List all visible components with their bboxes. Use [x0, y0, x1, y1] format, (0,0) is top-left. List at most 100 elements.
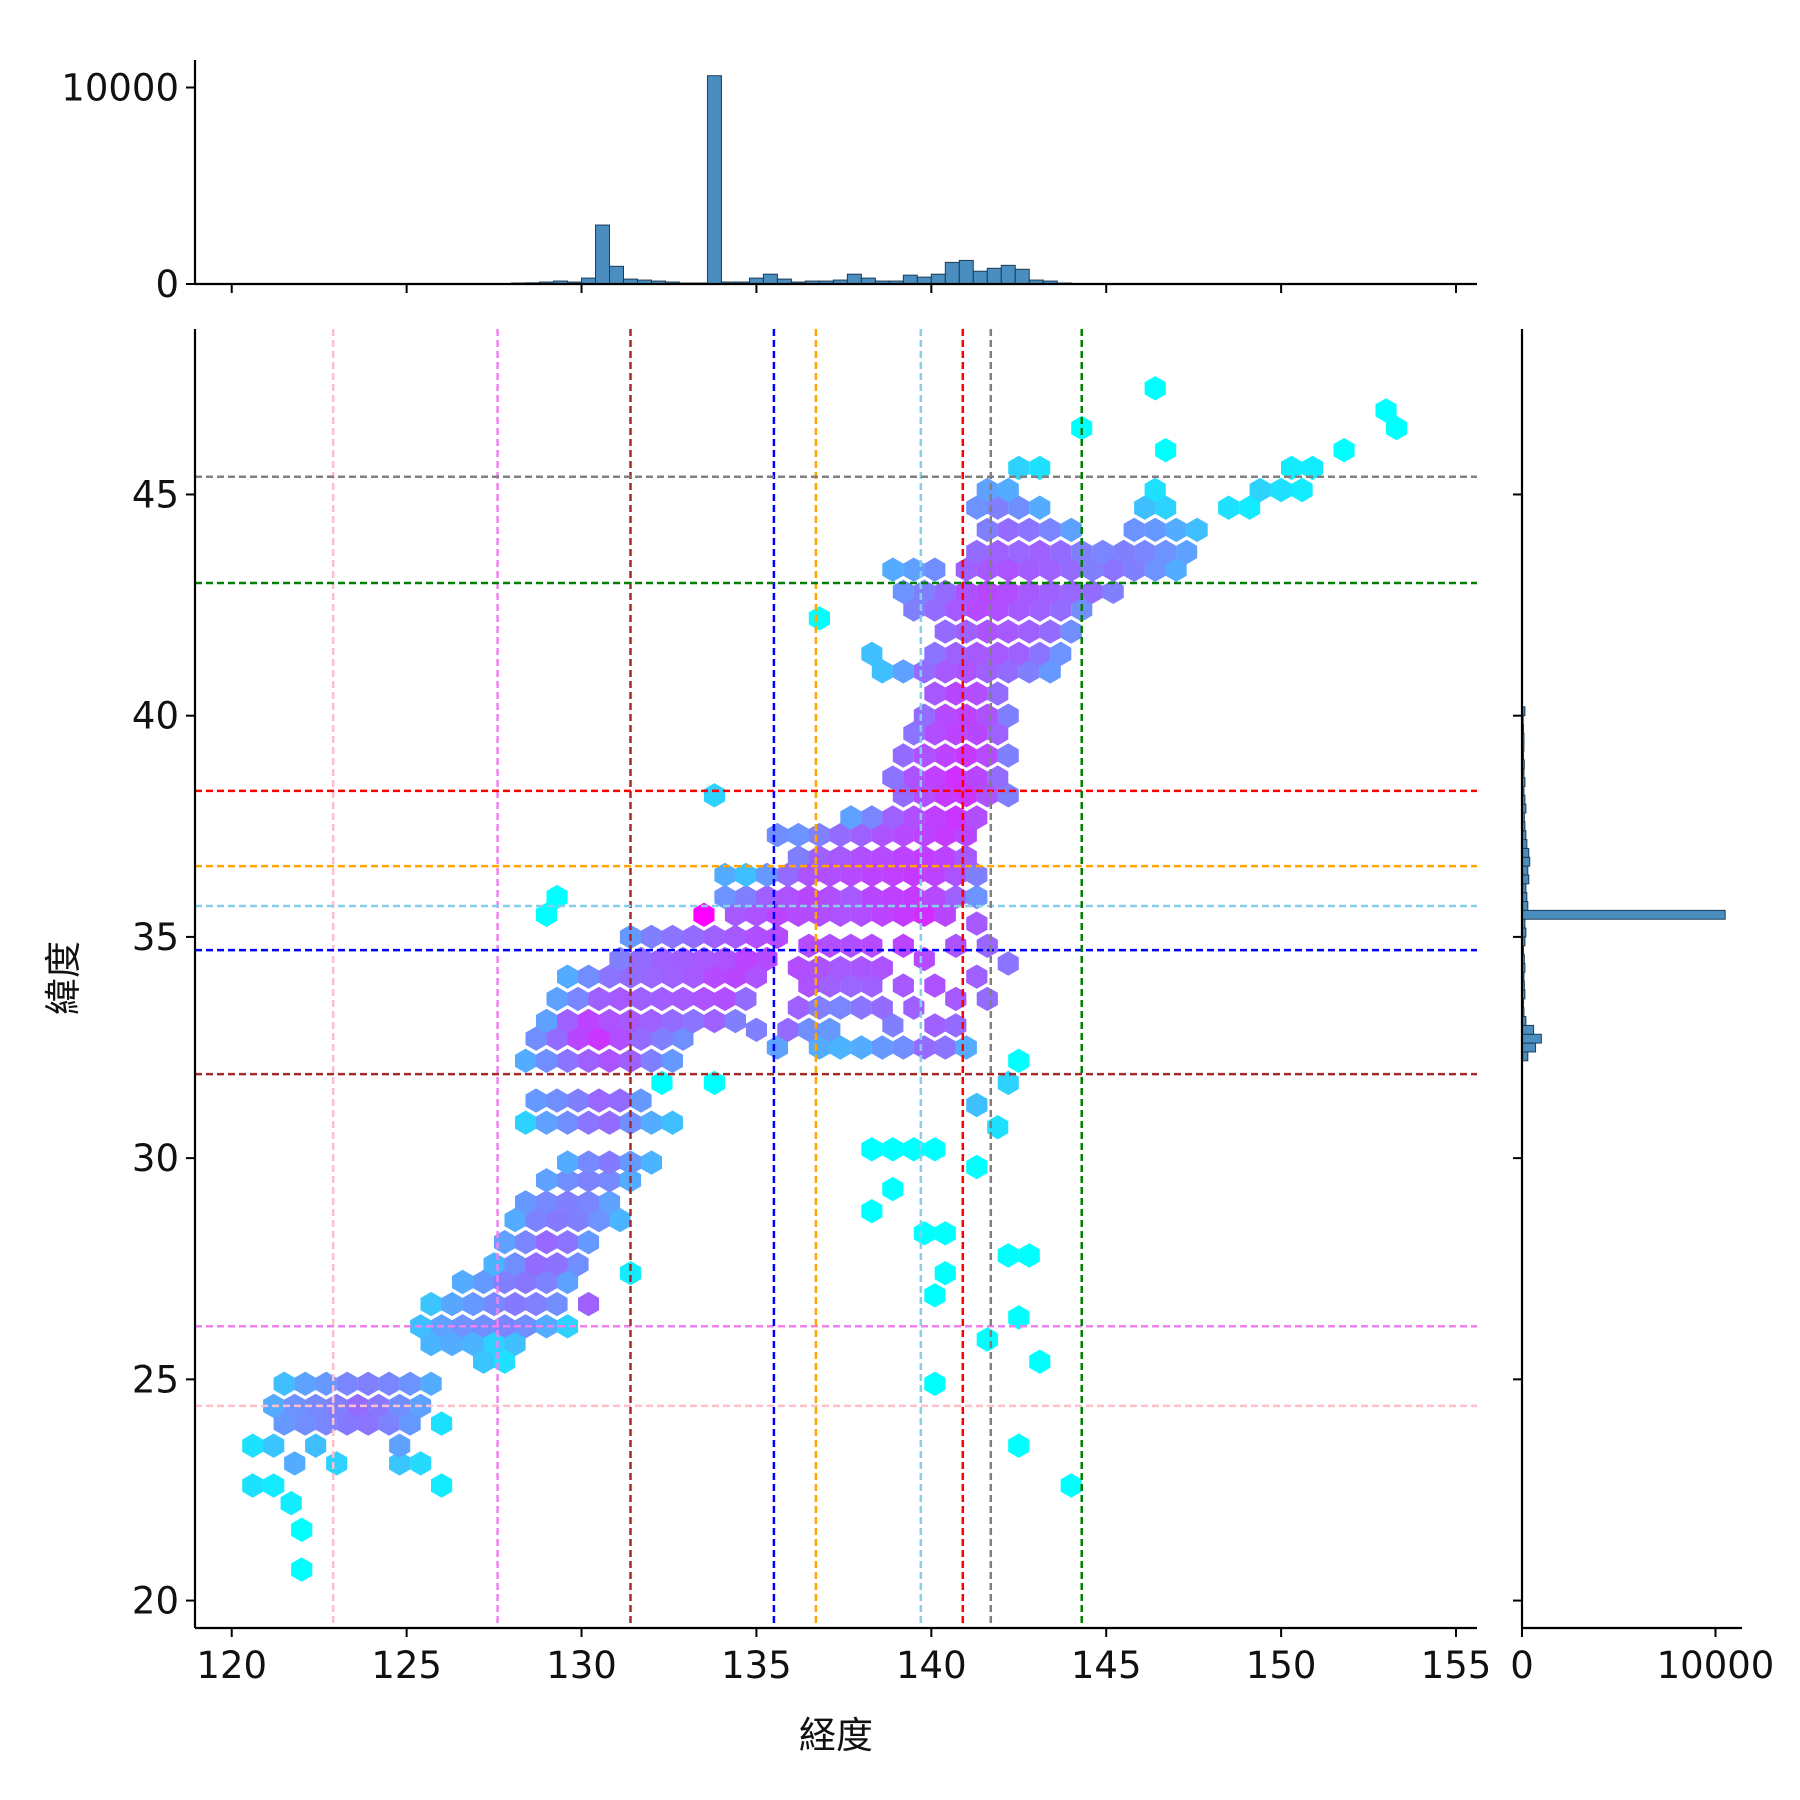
hex-cell	[315, 1371, 337, 1396]
hex-cell	[557, 1269, 579, 1295]
hex-cell	[871, 995, 893, 1020]
hex-cell	[955, 743, 977, 768]
hex-cell	[966, 539, 988, 565]
hex-cell	[945, 884, 967, 910]
x-tick-label: 120	[196, 1644, 267, 1687]
hex-cell	[1008, 455, 1030, 481]
y-tick-label: 10000	[61, 67, 179, 110]
hex-cell	[714, 986, 736, 1012]
hex-cell	[703, 783, 725, 808]
hex-cell	[567, 1088, 589, 1113]
hex-cell	[861, 1199, 883, 1224]
hex-cell	[661, 1048, 683, 1073]
hex-cell	[714, 884, 736, 910]
hex-cell	[536, 1168, 558, 1193]
hex-cell	[640, 924, 662, 950]
hex-cell	[1081, 579, 1103, 604]
hex-cell	[955, 619, 977, 644]
hex-cell	[903, 805, 925, 830]
hex-cell	[945, 721, 967, 746]
hex-cell	[745, 964, 767, 989]
hex-cell	[651, 986, 673, 1012]
hex-cell	[525, 1252, 547, 1277]
hex-cell	[389, 1451, 411, 1476]
hex-cell	[546, 1252, 568, 1277]
hex-cell	[987, 765, 1009, 790]
hex-cell	[955, 783, 977, 808]
x-tick-label: 0	[1510, 1644, 1534, 1687]
hex-cell	[934, 1261, 956, 1286]
hex-cell	[808, 822, 830, 848]
hex-cell	[976, 743, 998, 768]
hex-cell	[840, 862, 862, 888]
hex-cell	[567, 1207, 589, 1233]
hex-cell	[924, 862, 946, 888]
hex-cell	[924, 973, 946, 998]
hex-cell	[567, 986, 589, 1012]
hex-cell	[1155, 539, 1177, 565]
hex-cell	[1102, 579, 1124, 604]
hex-cell	[703, 964, 725, 989]
hex-cell	[819, 933, 841, 958]
hex-cell	[787, 822, 809, 848]
hex-cell	[557, 1168, 579, 1193]
hex-cell	[924, 1013, 946, 1038]
hex-cell	[808, 995, 830, 1020]
hex-cell	[882, 1137, 904, 1162]
hex-cell	[1050, 641, 1072, 666]
hex-cell	[1018, 517, 1040, 543]
hex-cell	[703, 924, 725, 950]
hex-cell	[336, 1371, 358, 1396]
hex-cell	[347, 1393, 369, 1419]
hex-cell	[1123, 517, 1145, 543]
hex-cell	[1291, 477, 1313, 503]
hex-cell	[1018, 619, 1040, 644]
hex-cell	[924, 721, 946, 746]
hex-cell	[598, 1048, 621, 1073]
hex-cell	[494, 1269, 516, 1295]
hex-cell	[892, 1035, 914, 1060]
hex-cell	[504, 1207, 526, 1233]
x-tick-label: 125	[371, 1644, 442, 1687]
hist-bar	[1521, 1033, 1542, 1044]
hex-cell	[1029, 455, 1051, 481]
hex-cell	[1039, 659, 1061, 684]
hex-cell	[892, 845, 914, 870]
hex-cell	[661, 924, 683, 950]
hex-cell	[924, 1137, 946, 1162]
hex-cell	[1134, 495, 1156, 520]
hex-cell	[997, 659, 1019, 684]
hex-cell	[934, 1035, 956, 1060]
hex-cell	[598, 964, 621, 989]
hist-bar	[762, 273, 778, 285]
hex-cell	[976, 783, 998, 808]
hex-cell	[829, 902, 851, 927]
hex-cell	[966, 641, 988, 666]
hex-cell	[882, 884, 904, 910]
hex-cell	[273, 1411, 295, 1436]
hex-cell	[473, 1269, 495, 1295]
hex-cell	[1102, 557, 1124, 582]
hex-cell	[976, 986, 998, 1012]
hex-cell	[441, 1291, 463, 1317]
hex-cell	[557, 1190, 579, 1215]
hex-cell	[452, 1269, 474, 1295]
hex-cell	[798, 933, 820, 958]
hex-cell	[798, 973, 820, 998]
hex-cell	[903, 884, 925, 910]
hex-cell	[326, 1451, 348, 1476]
hex-cell	[976, 579, 998, 604]
hex-cell	[997, 557, 1019, 582]
hex-cell	[903, 721, 925, 746]
hex-cell	[630, 1088, 652, 1113]
hex-cell	[515, 1230, 537, 1255]
hex-cell	[1123, 557, 1145, 582]
hex-cell	[724, 964, 746, 989]
hex-cell	[997, 783, 1019, 808]
hex-cell	[557, 1230, 579, 1255]
hex-cell	[546, 986, 568, 1012]
hex-cell	[578, 1110, 600, 1135]
hex-cell	[829, 955, 851, 981]
hex-cell	[945, 765, 967, 790]
hex-cell	[546, 1088, 568, 1113]
